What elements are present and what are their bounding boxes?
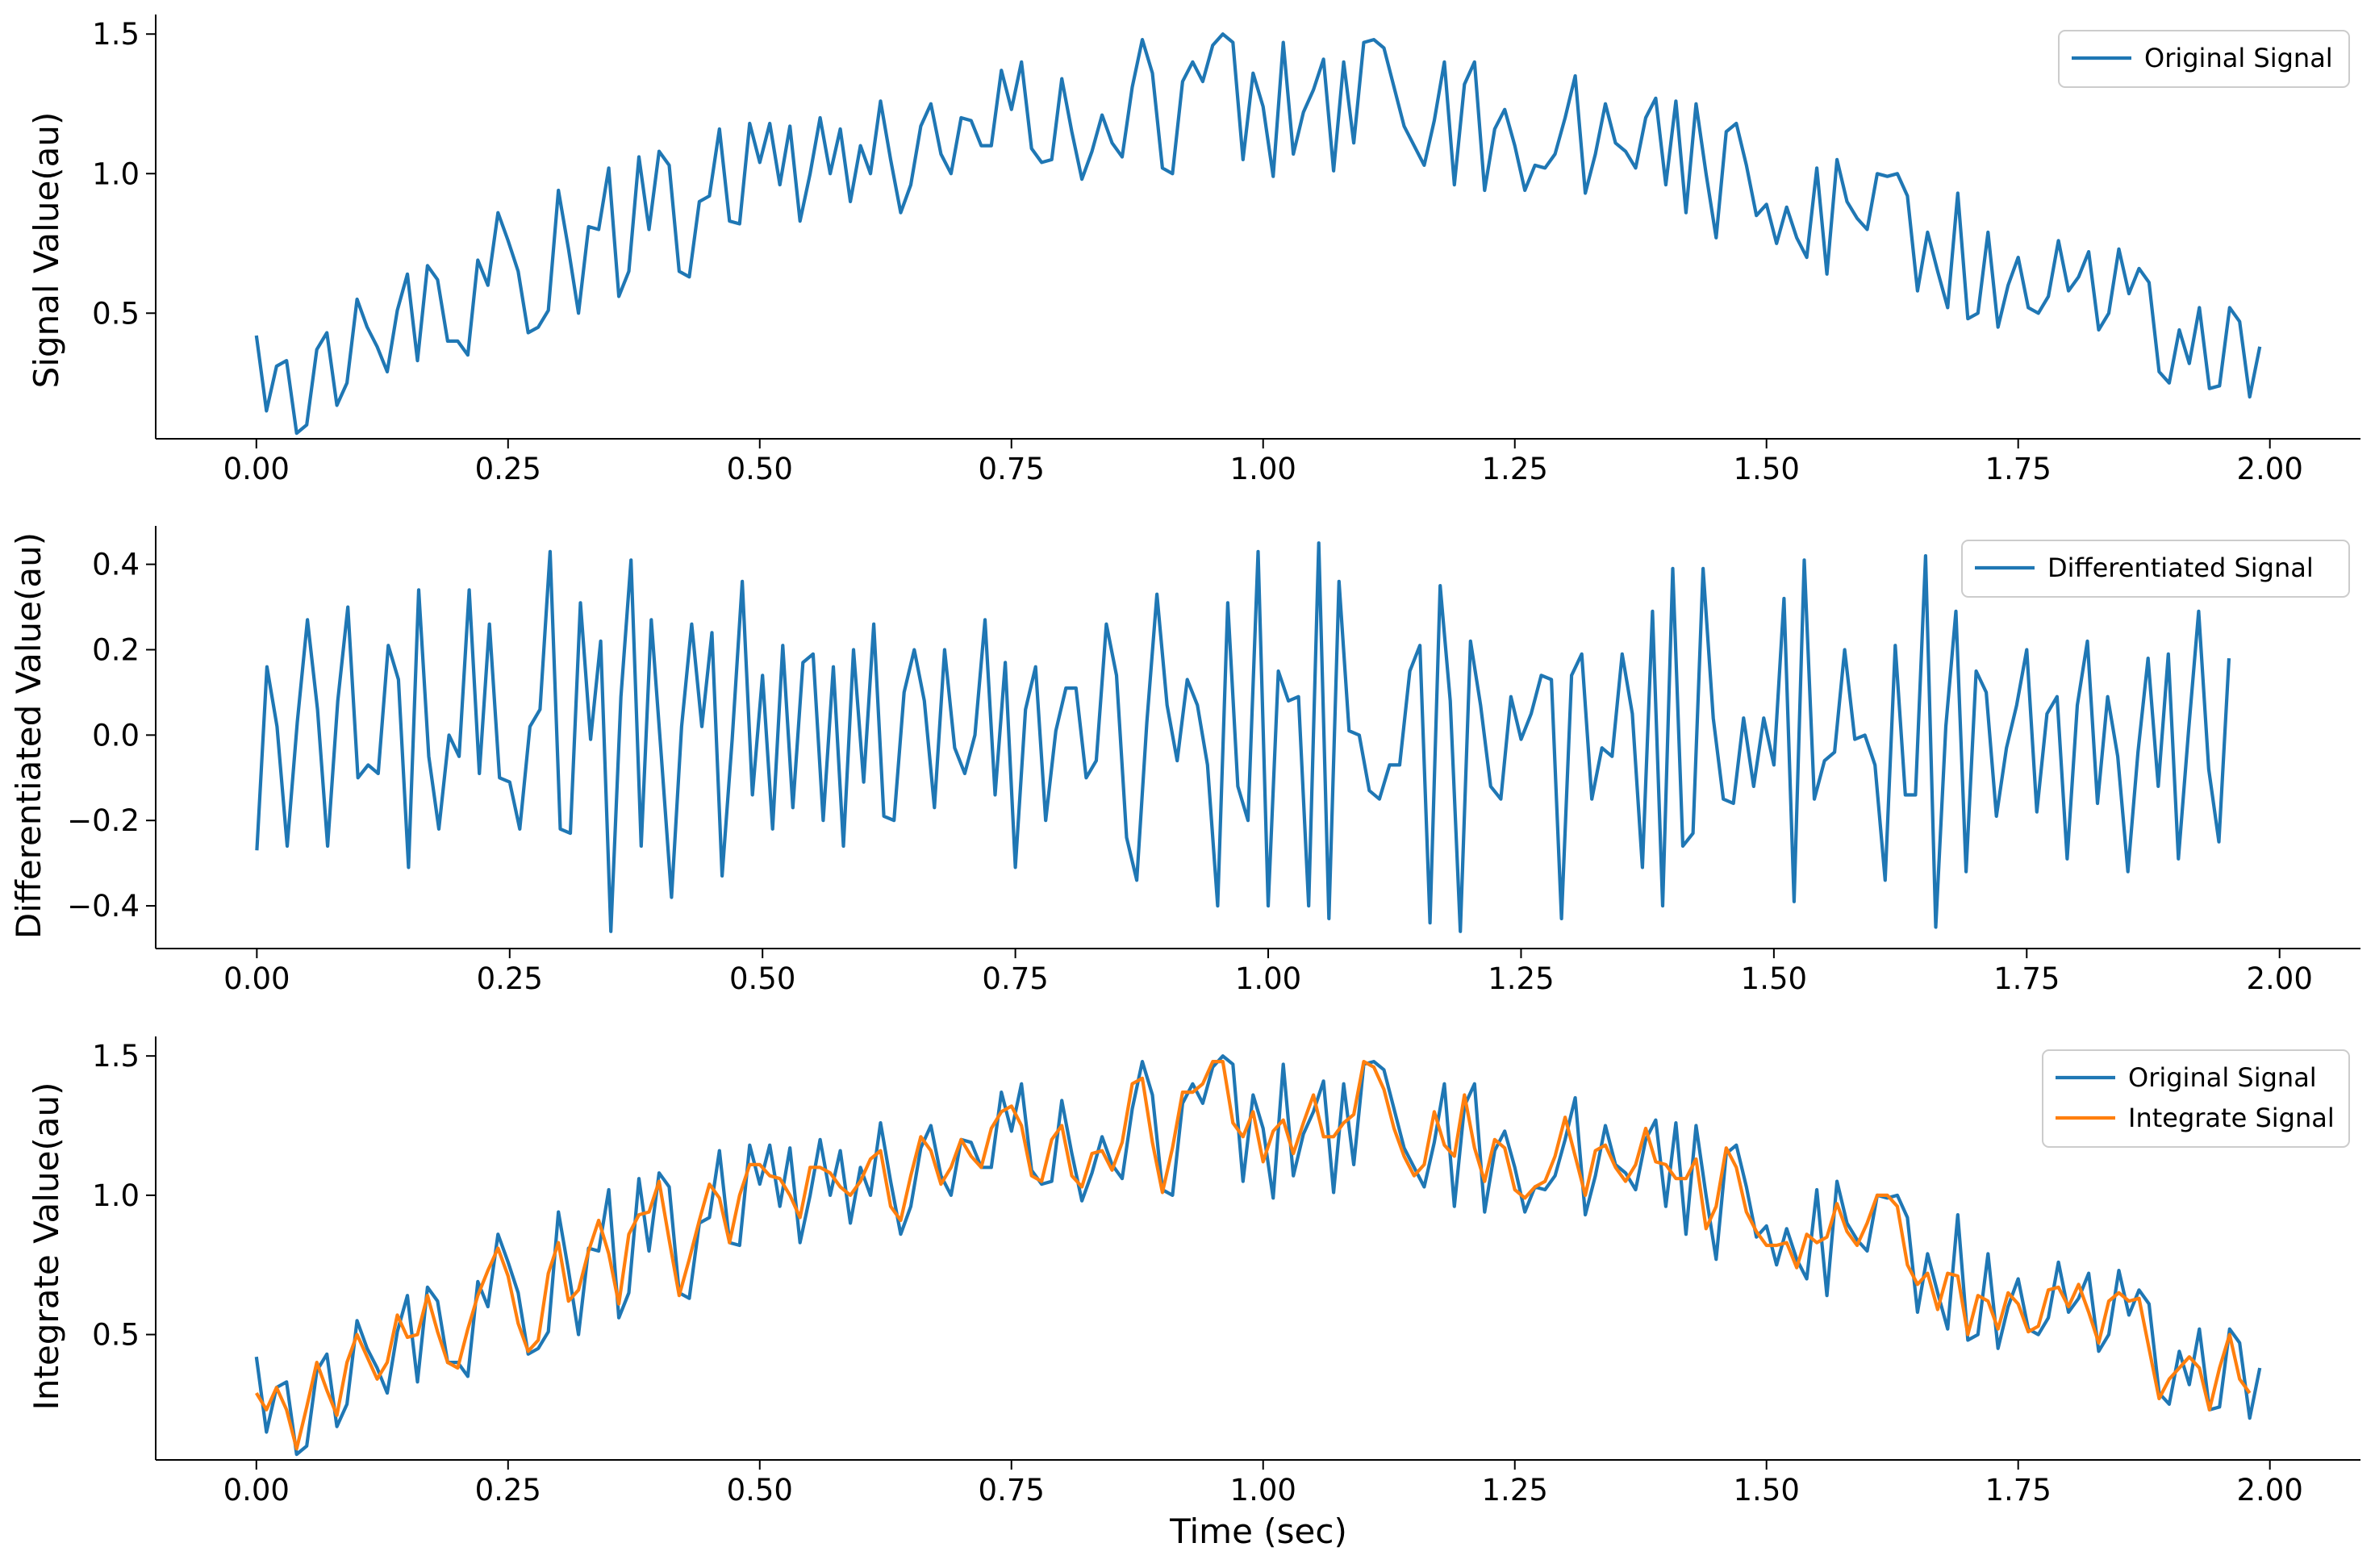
bottom-chart-y-tick-label: 0.5	[92, 1318, 140, 1353]
bottom-chart-x-tick-label: 1.00	[1230, 1473, 1296, 1508]
top-chart-series-line-1	[254, 32, 2262, 436]
top-chart-x-tick-label: 0.25	[475, 452, 541, 486]
bottom-chart-x-tick-label: 0.00	[223, 1473, 290, 1508]
middle-chart-legend: Differentiated Signal	[1961, 540, 2350, 598]
bottom-chart-x-tick-label: 0.75	[979, 1473, 1045, 1508]
bottom-chart-legend-label-2: Integrate Signal	[2128, 1103, 2335, 1133]
top-chart-legend-box	[2058, 30, 2350, 88]
top-chart-legend: Original Signal	[2058, 30, 2350, 88]
bottom-chart-legend-label-1: Original Signal	[2128, 1062, 2317, 1093]
top-chart-y-tick-label: 0.5	[92, 296, 140, 331]
bottom-chart-legend-box	[2042, 1049, 2350, 1148]
top-chart-x-tick-label: 2.00	[2236, 452, 2302, 486]
bottom-chart-ylabel: Integrate Value(au)	[27, 1082, 66, 1410]
top-chart-legend-label-1: Original Signal	[2144, 43, 2333, 73]
middle-chart-y-tick-label: 0.4	[92, 548, 140, 582]
top-chart-series	[254, 32, 2262, 436]
bottom-chart-x-tick-label: 0.25	[475, 1473, 541, 1508]
bottom-chart-x-tick-label: 1.25	[1482, 1473, 1548, 1508]
top-chart-x-tick-label: 0.50	[727, 452, 793, 486]
middle-chart-x-tick-label: 2.00	[2247, 961, 2313, 996]
middle-chart-y-tick-label: −0.4	[67, 889, 140, 924]
middle-chart-x-tick-label: 1.00	[1235, 961, 1301, 996]
middle-chart-legend-label-1: Differentiated Signal	[2047, 553, 2314, 583]
top-chart-x-tick-label: 1.50	[1734, 452, 1800, 486]
bottom-chart-x-tick-label: 1.75	[1985, 1473, 2052, 1508]
top-chart-ylabel: Signal Value(au)	[27, 112, 66, 389]
middle-chart-series-line-1	[255, 541, 2231, 933]
bottom-chart-axes	[155, 1036, 2360, 1461]
top-chart-x-tick-label: 1.75	[1985, 452, 2052, 486]
top-chart-y-tick-label: 1.5	[92, 17, 140, 52]
middle-chart-x-tick-label: 0.75	[982, 961, 1048, 996]
middle-chart-y-tick-label: −0.2	[67, 803, 140, 838]
bottom-chart-y-tick-label: 1.0	[92, 1178, 140, 1213]
middle-chart-x-tick-label: 1.75	[1993, 961, 2060, 996]
bottom-chart-legend: Original Signal Integrate Signal	[2042, 1049, 2350, 1148]
middle-chart-x-tick-label: 0.25	[477, 961, 543, 996]
bottom-chart-ticks: 0.00 0.25 0.50 0.75 1.00 1.25 1.50 1.75 2.00 0.5 1…	[92, 1039, 2303, 1508]
top-chart-x-tick-label: 0.00	[223, 452, 290, 486]
middle-chart-x-tick-label: 1.50	[1741, 961, 1807, 996]
top-chart-x-tick-label: 0.75	[979, 452, 1045, 486]
top-chart-x-tick-label: 1.00	[1230, 452, 1296, 486]
top-chart-y-tick-label: 1.0	[92, 156, 140, 191]
bottom-chart-y-tick-label: 1.5	[92, 1039, 140, 1074]
top-chart-ticks: 0.00 0.25 0.50 0.75 1.00 1.25 1.50 1.75 2.00 0.5 1…	[92, 17, 2303, 486]
top-chart-axes	[155, 15, 2360, 440]
middle-chart-axes	[155, 526, 2360, 949]
middle-chart-ylabel: Differentiated Value(au)	[9, 532, 48, 939]
bottom-chart-series	[254, 1054, 2262, 1457]
middle-chart-y-tick-label: 0.2	[92, 632, 140, 667]
middle-chart: 0.00 0.25 0.50 0.75 1.00 1.25 1.50 1.75 2.00 −0.4…	[9, 526, 2360, 996]
bottom-chart: 0.00 0.25 0.50 0.75 1.00 1.25 1.50 1.75 2.00 0.5 1…	[27, 1036, 2360, 1508]
middle-chart-legend-box	[1961, 540, 2350, 598]
x-axis-label: Time (sec)	[1169, 1512, 1347, 1551]
bottom-chart-x-tick-label: 1.50	[1734, 1473, 1800, 1508]
bottom-chart-series-line-2	[255, 1059, 2252, 1451]
middle-chart-x-tick-label: 0.00	[223, 961, 290, 996]
top-chart: 0.00 0.25 0.50 0.75 1.00 1.25 1.50 1.75 2.00 0.5 1…	[27, 15, 2360, 486]
bottom-chart-x-tick-label: 0.50	[727, 1473, 793, 1508]
middle-chart-series	[255, 541, 2231, 933]
middle-chart-ticks: 0.00 0.25 0.50 0.75 1.00 1.25 1.50 1.75 2.00 −0.4…	[67, 548, 2313, 996]
bottom-chart-x-tick-label: 2.00	[2236, 1473, 2302, 1508]
middle-chart-x-tick-label: 0.50	[729, 961, 795, 996]
top-chart-x-tick-label: 1.25	[1482, 452, 1548, 486]
middle-chart-x-tick-label: 1.25	[1488, 961, 1554, 996]
middle-chart-y-tick-label: 0.0	[92, 718, 140, 753]
